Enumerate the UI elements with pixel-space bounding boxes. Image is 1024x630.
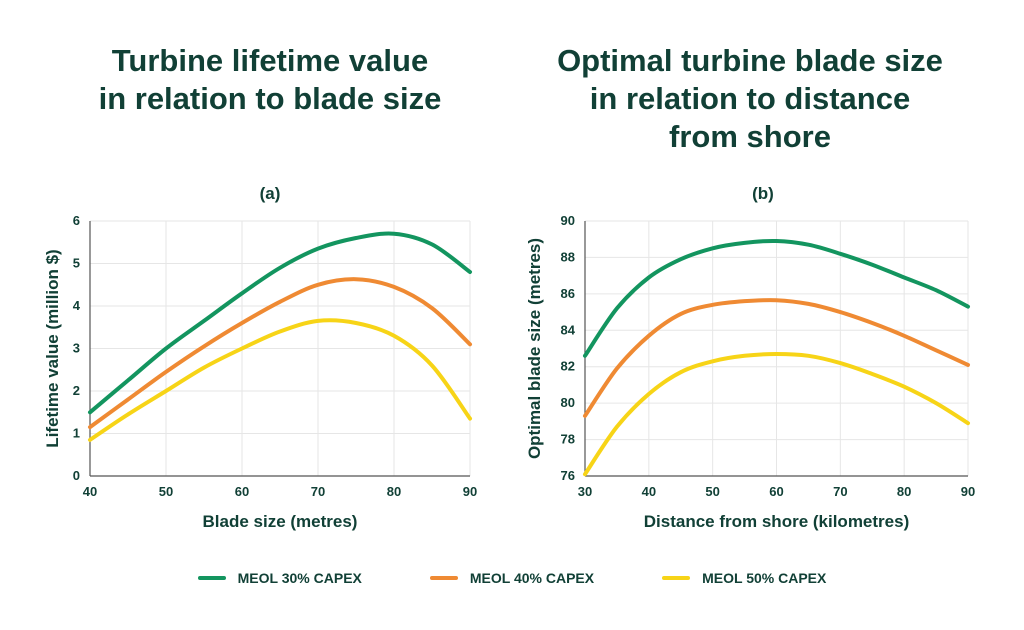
chart-a-x-tick-label: 50 xyxy=(159,484,173,499)
chart-b-series-2-line xyxy=(583,298,970,418)
legend: MEOL 30% CAPEX MEOL 40% CAPEX MEOL 50% C… xyxy=(0,570,1024,586)
chart-b-y-tick-label: 82 xyxy=(561,359,575,374)
chart-b-series-3-line xyxy=(583,352,970,477)
chart-a-series-1-line xyxy=(88,231,472,415)
legend-swatch-40 xyxy=(429,576,458,580)
chart-a-y-tick-label: 6 xyxy=(73,213,80,228)
chart-a-y-tick-label: 3 xyxy=(73,341,80,356)
chart-a: 40 50 60 70 80 90 0 1 2 3 4 5 6 Blade size (metres) Li… xyxy=(43,213,477,531)
chart-b-ylabel: Optimal blade size (metres) xyxy=(525,238,544,459)
chart-b-y-tick-label: 88 xyxy=(561,249,575,264)
chart-b-y-tick-label: 80 xyxy=(561,395,575,410)
chart-a-title: Turbine lifetime value in relation to bl… xyxy=(98,43,442,116)
chart-b-panel-label: (b) xyxy=(752,184,774,203)
chart-a-ylabel: Lifetime value (million $) xyxy=(43,249,62,447)
chart-b-xlabel: Distance from shore (kilometres) xyxy=(644,512,909,531)
chart-a-x-tick-label: 80 xyxy=(387,484,401,499)
chart-a-y-tick-label: 1 xyxy=(73,426,80,441)
chart-a-x-tick-label: 70 xyxy=(311,484,325,499)
chart-a-y-tick-label: 2 xyxy=(73,383,80,398)
chart-a-x-tick-label: 60 xyxy=(235,484,249,499)
chart-a-series-2-line xyxy=(88,277,472,430)
legend-label-30: MEOL 30% CAPEX xyxy=(237,570,362,586)
chart-b-x-tick-label: 40 xyxy=(642,484,656,499)
chart-a-y-tick-label: 0 xyxy=(73,468,80,483)
legend-label-50: MEOL 50% CAPEX xyxy=(702,570,827,586)
chart-b-x-tick-label: 80 xyxy=(897,484,911,499)
chart-b-x-tick-label: 90 xyxy=(961,484,975,499)
legend-label-40: MEOL 40% CAPEX xyxy=(469,570,595,586)
chart-b-series-1-line xyxy=(583,238,970,358)
chart-b-title: Optimal turbine blade size in relation t… xyxy=(557,43,943,154)
chart-b-x-tick-label: 30 xyxy=(578,484,592,499)
chart-b-y-tick-label: 86 xyxy=(561,286,575,301)
chart-b-y-tick-label: 76 xyxy=(561,468,575,483)
chart-b-x-tick-label: 50 xyxy=(705,484,719,499)
chart-a-xlabel: Blade size (metres) xyxy=(203,512,358,531)
legend-swatch-30 xyxy=(197,576,226,580)
chart-b-x-tick-label: 60 xyxy=(769,484,783,499)
legend-item-50: MEOL 50% CAPEX xyxy=(662,570,826,586)
chart-a-x-tick-label: 40 xyxy=(83,484,97,499)
chart-b: 30 40 50 60 70 80 90 76 78 80 82 84 86 88 90 Distance f… xyxy=(525,213,975,531)
chart-b-x-tick-label: 70 xyxy=(833,484,847,499)
legend-item-40: MEOL 40% CAPEX xyxy=(429,570,595,586)
legend-item-30: MEOL 30% CAPEX xyxy=(197,570,362,586)
chart-b-y-tick-label: 84 xyxy=(561,322,576,337)
chart-b-y-tick-label: 78 xyxy=(561,432,575,447)
legend-swatch-50 xyxy=(662,576,691,580)
chart-a-series-3-line xyxy=(88,318,472,442)
chart-a-y-tick-label: 4 xyxy=(73,298,81,313)
chart-a-y-tick-label: 5 xyxy=(73,256,80,271)
chart-a-panel-label: (a) xyxy=(259,184,281,203)
chart-b-y-tick-label: 90 xyxy=(561,213,575,228)
chart-a-x-tick-label: 90 xyxy=(463,484,477,499)
